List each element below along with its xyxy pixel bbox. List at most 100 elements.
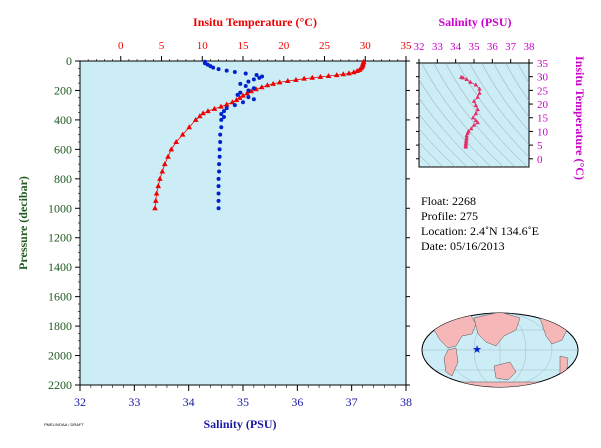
salinity-series — [202, 59, 265, 211]
salinity-point — [217, 147, 222, 152]
credit-text: PMEL/NOAA / DRAFT — [44, 422, 84, 427]
temperature-point — [309, 74, 316, 80]
pressure-axis-label: Pressure (decibar) — [16, 176, 30, 270]
temperature-point — [351, 69, 357, 75]
ts-point — [475, 120, 480, 125]
isopycnal-line — [481, 63, 529, 132]
salinity-point — [251, 86, 256, 91]
salinity-tick-label: 38 — [400, 395, 412, 409]
salinity-axis: 32 33 34 35 36 37 38 — [74, 385, 412, 409]
isopycnal-line — [419, 79, 492, 167]
salinity-tick-label: 36 — [291, 395, 303, 409]
salinity-axis-label: Salinity (PSU) — [203, 417, 276, 431]
salinity-point — [216, 176, 221, 181]
salinity-point — [211, 65, 216, 70]
ts-temperature-tick-label: 0 — [537, 154, 543, 166]
temperature-tick-label: 10 — [197, 40, 209, 52]
salinity-point — [254, 72, 259, 77]
temperature-point — [168, 146, 175, 152]
isopycnal-line — [539, 58, 601, 177]
salinity-point — [216, 184, 221, 189]
isopycnal-line — [419, 128, 456, 167]
ts-temperature-tick-label: 10 — [537, 126, 549, 138]
temperature-point — [285, 78, 291, 84]
profile-date: Date: 05/16/2013 — [421, 239, 505, 253]
profile-plot-area — [79, 60, 407, 386]
salinity-point — [217, 154, 222, 159]
salinity-point — [217, 169, 222, 174]
pressure-tick-label: 1800 — [48, 319, 72, 333]
ts-point — [475, 94, 480, 99]
ts-point — [473, 102, 479, 108]
temperature-point — [354, 68, 360, 74]
salinity-point — [251, 77, 256, 82]
temperature-point — [173, 139, 179, 144]
location-map: ★ — [421, 312, 579, 388]
ts-point — [471, 98, 477, 103]
temperature-point — [152, 205, 158, 211]
salinity-point — [221, 109, 226, 114]
ts-point — [473, 117, 479, 123]
salinity-point — [218, 132, 223, 137]
temperature-tick-label: 0 — [118, 40, 124, 52]
salinity-tick-label: 32 — [74, 395, 86, 409]
temperature-point — [240, 92, 246, 98]
pressure-tick-label: 2000 — [48, 349, 72, 363]
pressure-tick-label: 1200 — [48, 231, 72, 245]
salinity-point — [216, 206, 221, 211]
pressure-tick-label: 200 — [54, 83, 72, 97]
ts-temperature-tick-label: 25 — [537, 85, 549, 97]
temperature-point — [325, 73, 332, 79]
temperature-point — [200, 110, 206, 116]
temperature-point — [159, 168, 166, 174]
temperature-point — [205, 108, 211, 114]
ts-point — [464, 133, 469, 138]
salinity-point — [218, 140, 223, 144]
salinity-point — [216, 198, 221, 203]
temperature-point — [179, 131, 186, 137]
ts-salinity-tick-label: 35 — [469, 41, 481, 53]
ts-series — [458, 74, 482, 149]
ts-point — [473, 82, 479, 87]
temperature-point — [233, 97, 240, 103]
ts-temperature-tick-label: 15 — [537, 113, 549, 125]
pressure-tick-label: 1000 — [48, 201, 72, 215]
pressure-tick-label: 400 — [54, 113, 72, 127]
temperature-point — [218, 103, 224, 109]
ts-point — [464, 135, 469, 140]
ts-point — [473, 111, 479, 116]
temperature-point — [155, 183, 162, 189]
salinity-tick-label: 35 — [237, 395, 249, 409]
isopycnal-line — [457, 63, 529, 158]
salinity-point — [235, 92, 240, 97]
ts-point — [475, 107, 480, 112]
ts-salinity-tick-label: 34 — [450, 41, 462, 53]
salinity-point — [219, 125, 224, 130]
pressure-tick-label: 600 — [54, 142, 72, 156]
temperature-point — [333, 72, 340, 78]
temperature-point — [276, 79, 283, 85]
salinity-point — [216, 67, 221, 72]
temperature-point — [157, 175, 163, 181]
salinity-point — [219, 112, 224, 117]
ts-temperature-tick-label: 35 — [537, 58, 549, 70]
pressure-tick-label: 800 — [54, 172, 72, 186]
salinity-point — [246, 79, 251, 84]
profile-number: Profile: 275 — [421, 209, 478, 223]
ts-salinity-tick-label: 38 — [524, 41, 536, 53]
salinity-tick-label: 33 — [128, 395, 140, 409]
salinity-point — [232, 70, 237, 75]
isopycnal-line — [421, 63, 504, 167]
ts-salinity-tick-label: 32 — [414, 41, 425, 53]
temperature-axis: 0 5 10 15 20 25 30 35 — [87, 40, 412, 61]
pressure-axis: 0 200 400 600 800 1000 1200 1400 1600 1800 2000 220… — [48, 54, 410, 392]
ts-point — [468, 79, 473, 84]
salinity-point — [217, 162, 222, 167]
temperature-tick-label: 5 — [159, 40, 165, 52]
ts-salinity-label: Salinity (PSU) — [438, 15, 511, 29]
ts-point — [460, 75, 466, 80]
isopycnal-line — [419, 113, 468, 167]
salinity-point — [241, 100, 245, 105]
